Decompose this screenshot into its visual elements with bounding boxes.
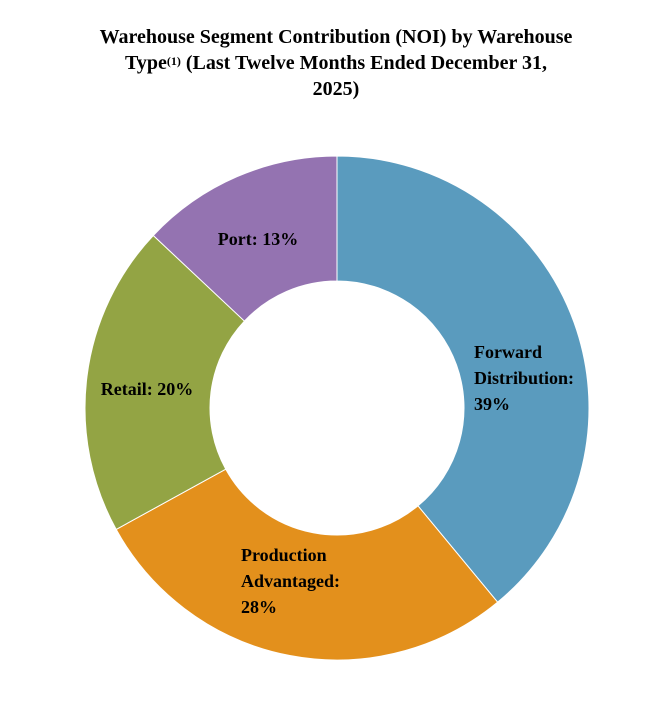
- slice-label-line: Forward: [474, 342, 542, 362]
- chart-title-line-1: Warehouse Segment Contribution (NOI) by …: [99, 26, 573, 48]
- slice-label-line: Retail: 20%: [101, 379, 193, 399]
- slice-label-forward-distribution: Forward Distribution: 39%: [474, 342, 574, 414]
- slice-forward-distribution: [336, 155, 590, 603]
- slice-label-line: 39%: [474, 394, 510, 414]
- chart-title-footnote-marker: (1): [166, 54, 181, 68]
- slice-label-production-advantaged: Production Advantaged: 28%: [241, 545, 340, 617]
- slice-label-port: Port: 13%: [218, 229, 298, 249]
- chart-title-type: Type: [125, 52, 167, 74]
- slice-port: [152, 155, 338, 322]
- slice-label-line: Port: 13%: [218, 229, 298, 249]
- slice-label-line: Distribution:: [474, 368, 574, 388]
- chart-title: Warehouse Segment Contribution (NOI) by …: [60, 24, 612, 102]
- slice-label-line: Production: [241, 545, 327, 565]
- donut-labels: Forward Distribution: 39% Production Advanta…: [101, 229, 574, 617]
- donut-slices: [84, 155, 590, 661]
- slice-production-advantaged: [115, 468, 499, 661]
- slice-label-retail: Retail: 20%: [101, 379, 193, 399]
- chart-title-line-3: 2025): [312, 78, 360, 100]
- slice-label-line: 28%: [241, 597, 277, 617]
- chart-title-period: (Last Twelve Months Ended December 31,: [180, 52, 547, 74]
- slice-retail: [84, 234, 246, 531]
- chart-title-line-2: Type(1) (Last Twelve Months Ended Decemb…: [60, 50, 612, 76]
- slice-label-line: Advantaged:: [241, 571, 340, 591]
